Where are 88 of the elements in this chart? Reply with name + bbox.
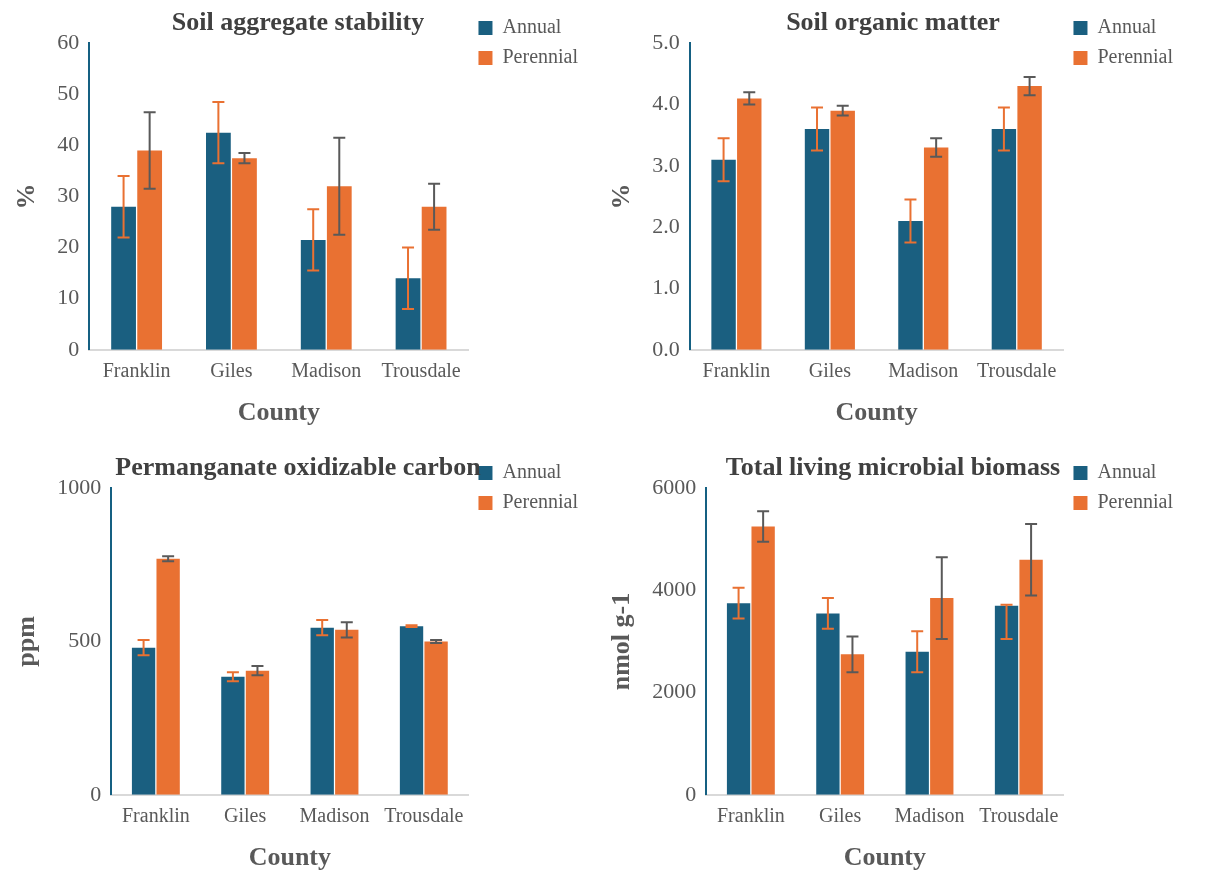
bar [111, 206, 136, 350]
y-tick-label: 2000 [652, 678, 697, 704]
legend-label: Annual [502, 15, 562, 38]
x-tick-label: Madison [291, 359, 362, 382]
bar [1019, 559, 1043, 795]
y-tick-label: 0 [685, 780, 697, 806]
legend-label: Annual [1097, 15, 1157, 38]
bar [923, 147, 949, 350]
x-tick-label: Franklin [702, 359, 771, 382]
y-tick-label: 3.0 [652, 151, 680, 177]
legend-label: Perennial [502, 490, 579, 513]
chart-title: Soil organic matter [786, 7, 1000, 37]
bar [326, 186, 352, 350]
y-tick-label: 5.0 [652, 28, 680, 54]
bar [300, 239, 326, 350]
y-tick-label: 2.0 [652, 212, 680, 238]
y-tick-label: 10 [57, 284, 80, 310]
y-tick-label: 4000 [652, 576, 697, 602]
y-tick-label: 40 [57, 131, 80, 157]
y-tick-label: 0.0 [652, 335, 680, 361]
bar [737, 98, 762, 350]
bar [840, 654, 865, 795]
chart-title: Total living microbial biomass [725, 452, 1061, 482]
bar [905, 651, 929, 795]
legend-label: Annual [502, 460, 562, 483]
y-tick-label: 50 [57, 80, 80, 106]
y-tick-label: 500 [68, 627, 102, 653]
chart-title: Soil aggregate stability [171, 7, 425, 37]
x-tick-label: Franklin [716, 804, 785, 827]
bar [137, 150, 163, 350]
y-tick-label: 4.0 [652, 90, 680, 116]
x-axis-title: County [843, 842, 927, 872]
x-tick-label: Trousdale [977, 359, 1057, 382]
bar [232, 158, 257, 350]
bar [421, 206, 447, 350]
bar [424, 641, 448, 795]
x-axis-title: County [237, 397, 321, 427]
bar [751, 526, 775, 795]
bar [156, 558, 180, 795]
bar [711, 159, 736, 350]
y-axis-title: % [11, 183, 41, 210]
y-tick-label: 1000 [57, 473, 102, 499]
chart-title: Permanganate oxidizable carbon [115, 452, 482, 482]
bar [994, 605, 1019, 795]
x-tick-label: Trousdale [979, 804, 1059, 827]
bar [395, 278, 421, 350]
y-tick-label: 60 [57, 28, 80, 54]
bar [131, 647, 156, 795]
bar [816, 613, 840, 795]
x-tick-label: Madison [299, 804, 370, 827]
y-tick-label: 0 [68, 335, 80, 361]
legend-label: Annual [1097, 460, 1157, 483]
bar [399, 626, 424, 795]
y-tick-label: 20 [57, 233, 80, 259]
legend-label: Perennial [1097, 45, 1174, 68]
x-tick-label: Trousdale [381, 359, 461, 382]
bar [930, 598, 954, 795]
x-tick-label: Franklin [121, 804, 190, 827]
x-axis-title: County [835, 397, 918, 427]
y-tick-label: 0 [90, 780, 102, 806]
bar [1017, 86, 1042, 350]
x-tick-label: Giles [224, 804, 267, 827]
y-tick-label: 1.0 [652, 274, 680, 300]
bar [221, 676, 245, 795]
y-axis-title: % [606, 183, 636, 210]
bar [804, 129, 830, 350]
legend-label: Perennial [1097, 490, 1174, 513]
x-tick-label: Madison [894, 804, 965, 827]
x-tick-label: Giles [819, 804, 862, 827]
y-axis-title: ppm [11, 615, 41, 667]
x-tick-label: Franklin [102, 359, 171, 382]
bar [335, 629, 359, 795]
x-tick-label: Giles [808, 359, 852, 382]
legend-label: Perennial [502, 45, 579, 68]
y-tick-label: 30 [57, 182, 80, 208]
x-tick-label: Madison [888, 359, 959, 382]
y-axis-title: nmol g-1 [606, 592, 636, 691]
bar [206, 132, 231, 350]
bar [310, 627, 334, 795]
bar [830, 110, 855, 350]
x-tick-label: Giles [210, 359, 253, 382]
bar [898, 221, 923, 350]
x-tick-label: Trousdale [384, 804, 464, 827]
y-tick-label: 6000 [652, 473, 697, 499]
bar [726, 603, 751, 795]
bar [991, 129, 1017, 350]
x-axis-title: County [248, 842, 332, 872]
bar [245, 670, 270, 795]
